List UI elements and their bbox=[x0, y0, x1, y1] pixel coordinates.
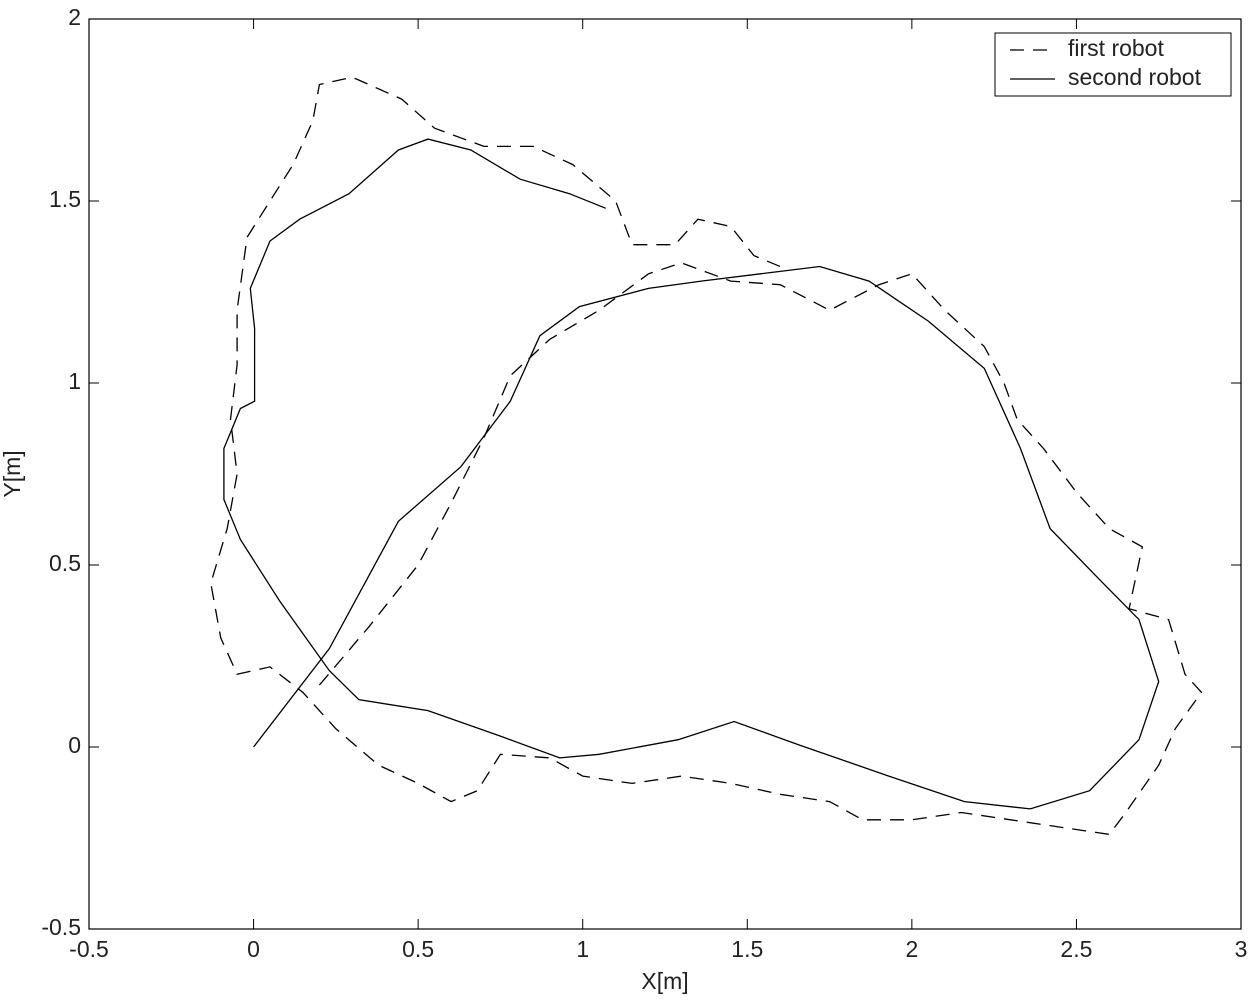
plot-frame bbox=[88, 18, 1242, 930]
x-tick-label: 0.5 bbox=[402, 936, 434, 962]
y-tick-label: 1 bbox=[68, 368, 81, 394]
x-tick-label: 2 bbox=[905, 936, 918, 962]
x-tick-label: 2.5 bbox=[1060, 936, 1092, 962]
legend-label: second robot bbox=[1068, 64, 1202, 90]
legend-box bbox=[994, 32, 1232, 97]
y-axis-label: Y[m] bbox=[0, 450, 25, 497]
x-axis-label: X[m] bbox=[641, 968, 688, 994]
y-tick-label: -0.5 bbox=[41, 914, 81, 940]
y-tick-label: 2 bbox=[68, 4, 81, 30]
series-line bbox=[210, 76, 1203, 836]
x-tick-label: -0.5 bbox=[69, 936, 109, 962]
x-tick-label: 1 bbox=[576, 936, 589, 962]
x-tick-label: 3 bbox=[1235, 936, 1248, 962]
series-line bbox=[223, 138, 1160, 810]
x-tick-label: 0 bbox=[247, 936, 260, 962]
x-tick-label: 1.5 bbox=[731, 936, 763, 962]
y-tick-label: 1.5 bbox=[49, 186, 81, 212]
legend-label: first robot bbox=[1068, 35, 1164, 61]
y-tick-label: 0 bbox=[68, 732, 81, 758]
y-tick-label: 0.5 bbox=[49, 550, 81, 576]
